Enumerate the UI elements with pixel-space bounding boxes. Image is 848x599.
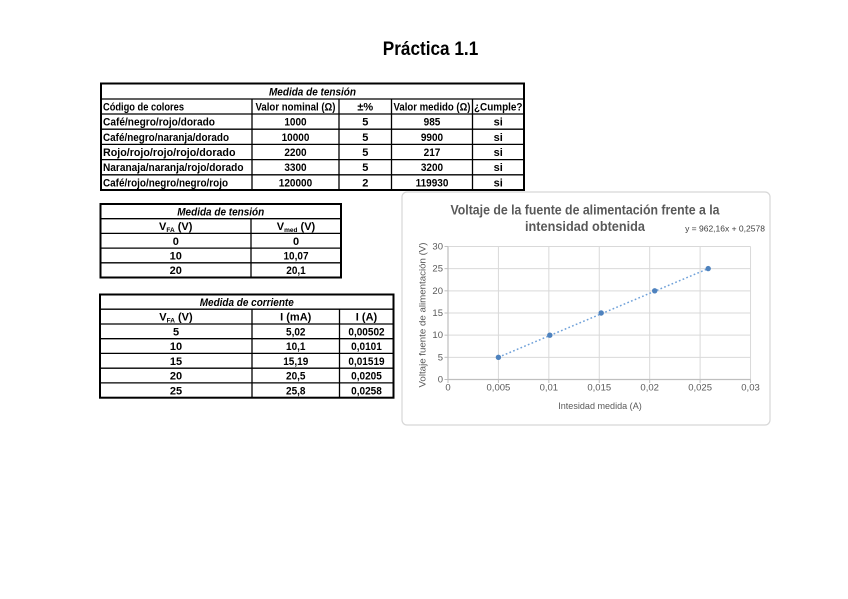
svg-text:0,0101: 0,0101 [351, 341, 382, 353]
svg-text:20,5: 20,5 [286, 371, 306, 383]
svg-text:5: 5 [362, 147, 368, 159]
svg-text:0,00502: 0,00502 [348, 326, 384, 338]
svg-text:si: si [494, 177, 503, 189]
svg-text:si: si [494, 147, 503, 159]
svg-text:Voltaje fuente de alimentación: Voltaje fuente de alimentación (V) [418, 243, 429, 388]
svg-text:985: 985 [424, 117, 441, 129]
svg-text:0,01: 0,01 [540, 383, 559, 394]
svg-text:0,005: 0,005 [487, 383, 511, 394]
svg-text:3200: 3200 [421, 162, 443, 174]
svg-text:Valor medido (Ω): Valor medido (Ω) [394, 102, 471, 114]
svg-text:¿Cumple?: ¿Cumple? [474, 102, 523, 114]
svg-text:0: 0 [445, 383, 450, 394]
svg-text:10: 10 [170, 341, 182, 353]
svg-text:119930: 119930 [416, 177, 449, 189]
svg-text:Medida de tensión: Medida de tensión [177, 206, 264, 218]
svg-text:Código de colores: Código de colores [103, 102, 184, 114]
svg-text:0,02: 0,02 [640, 383, 659, 394]
svg-text:Medida de tensión: Medida de tensión [269, 86, 356, 98]
svg-text:5: 5 [362, 117, 368, 129]
svg-text:si: si [494, 117, 503, 129]
svg-text:217: 217 [424, 147, 441, 159]
svg-text:2200: 2200 [284, 147, 306, 159]
svg-text:0,03: 0,03 [741, 383, 760, 394]
svg-text:10: 10 [432, 330, 443, 341]
svg-text:Valor nominal (Ω): Valor nominal (Ω) [256, 102, 336, 114]
svg-text:y = 962,16x + 0,2578: y = 962,16x + 0,2578 [685, 224, 765, 234]
svg-text:intensidad obtenida: intensidad obtenida [525, 219, 645, 234]
svg-text:Café/negro/naranja/dorado: Café/negro/naranja/dorado [103, 132, 229, 144]
svg-text:20,1: 20,1 [286, 265, 306, 277]
svg-text:30: 30 [432, 241, 443, 252]
svg-text:3300: 3300 [284, 162, 306, 174]
svg-text:20: 20 [170, 371, 182, 383]
svg-text:si: si [494, 162, 503, 174]
svg-text:5,02: 5,02 [286, 326, 306, 338]
svg-text:Práctica 1.1: Práctica 1.1 [383, 39, 479, 60]
svg-text:10,07: 10,07 [284, 250, 309, 262]
svg-text:10: 10 [170, 250, 182, 262]
svg-text:0,01519: 0,01519 [348, 356, 384, 368]
svg-text:15: 15 [170, 356, 182, 368]
svg-text:Rojo/rojo/rojo/rojo/dorado: Rojo/rojo/rojo/rojo/dorado [103, 147, 236, 159]
svg-text:Intesidad medida (A): Intesidad medida (A) [558, 401, 642, 412]
svg-text:0: 0 [293, 236, 299, 248]
svg-text:0,0258: 0,0258 [351, 385, 382, 397]
svg-text:2: 2 [362, 177, 368, 189]
svg-text:Medida de corriente: Medida de corriente [200, 297, 294, 309]
svg-text:0,015: 0,015 [587, 383, 611, 394]
svg-text:5: 5 [362, 162, 368, 174]
svg-text:0,0205: 0,0205 [351, 371, 382, 383]
svg-text:5: 5 [362, 132, 368, 144]
svg-text:20: 20 [170, 265, 182, 277]
svg-text:5: 5 [438, 352, 443, 363]
svg-text:120000: 120000 [279, 177, 312, 189]
svg-text:1000: 1000 [284, 117, 306, 129]
svg-text:20: 20 [432, 286, 443, 297]
svg-text:25: 25 [432, 264, 443, 275]
svg-text:Café/rojo/negro/negro/rojo: Café/rojo/negro/negro/rojo [103, 177, 228, 189]
svg-text:0: 0 [438, 375, 443, 386]
svg-text:I (A): I (A) [356, 312, 378, 324]
svg-text:Naranaja/naranja/rojo/dorado: Naranaja/naranja/rojo/dorado [103, 162, 244, 174]
svg-text:5: 5 [173, 326, 179, 338]
svg-text:0: 0 [173, 236, 179, 248]
svg-text:I (mA): I (mA) [280, 312, 312, 324]
svg-text:Vmed (V): Vmed (V) [277, 221, 316, 234]
svg-text:25: 25 [170, 385, 182, 397]
svg-text:0,025: 0,025 [688, 383, 712, 394]
svg-text:10,1: 10,1 [286, 341, 306, 353]
svg-text:±%: ±% [357, 102, 373, 114]
svg-text:15: 15 [432, 308, 443, 319]
svg-text:9900: 9900 [421, 132, 443, 144]
svg-text:Café/negro/rojo/dorado: Café/negro/rojo/dorado [103, 117, 215, 129]
svg-text:VFA (V): VFA (V) [159, 312, 193, 325]
svg-text:25,8: 25,8 [286, 385, 306, 397]
svg-text:Voltaje de la fuente de alimen: Voltaje de la fuente de alimentación fre… [451, 203, 720, 218]
svg-text:10000: 10000 [282, 132, 310, 144]
svg-text:si: si [494, 132, 503, 144]
svg-text:VFA (V): VFA (V) [159, 221, 193, 234]
svg-text:15,19: 15,19 [283, 356, 308, 368]
